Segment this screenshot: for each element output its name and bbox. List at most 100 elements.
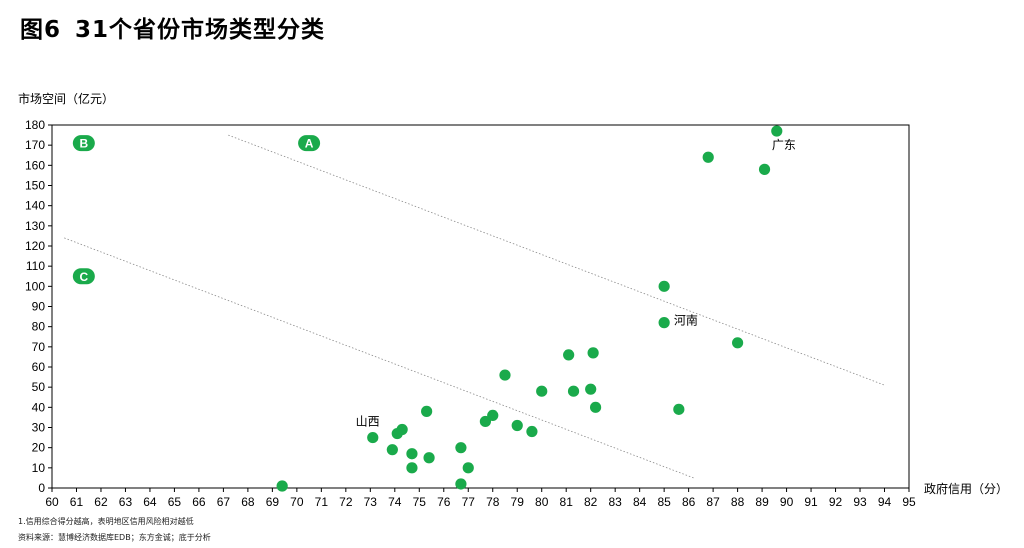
y-tick-label: 50 [32,380,46,394]
x-tick-label: 72 [339,495,353,509]
region-marker-label: B [79,137,88,151]
region-marker-b: B [72,135,95,152]
x-tick-label: 77 [462,495,476,509]
x-tick-label: 67 [217,495,231,509]
x-tick-label: 80 [535,495,549,509]
y-axis-title: 市场空间（亿元） [18,91,114,106]
data-point [462,462,474,474]
region-marker-label: C [79,270,88,284]
x-tick-label: 71 [315,495,329,509]
region-marker-c: C [72,268,95,285]
x-tick-label: 87 [706,495,720,509]
divider-line [64,237,694,479]
data-point [455,442,467,454]
divider-line [228,134,885,386]
data-point [526,425,538,438]
y-tick-label: 0 [38,481,45,495]
data-point [423,452,435,464]
data-point [771,125,783,137]
figure-title-text: 31个省份市场类型分类 [75,17,326,43]
data-point [367,431,379,444]
y-tick-label: 140 [25,199,45,213]
region-marker-a: A [298,135,321,152]
x-tick-label: 79 [511,495,525,509]
y-tick-label: 180 [25,118,45,132]
data-point [658,317,670,329]
y-tick-label: 70 [32,340,46,354]
data-point [421,405,433,417]
data-point [396,423,408,436]
x-tick-label: 82 [584,495,598,509]
y-tick-label: 170 [25,138,45,152]
data-point [673,403,685,415]
x-tick-label: 83 [608,495,622,509]
y-tick-label: 30 [32,421,46,435]
data-point [563,349,575,361]
x-tick-label: 90 [780,495,794,509]
y-tick-label: 150 [25,179,45,193]
region-markers: A B C [72,135,321,285]
data-point [585,383,597,395]
y-tick-label: 10 [32,461,46,475]
x-tick-label: 69 [266,495,280,509]
data-point [658,280,670,292]
y-tick-label: 20 [32,441,46,455]
x-tick-label: 74 [388,495,402,509]
data-point [587,347,599,359]
x-tick-label: 64 [143,495,157,509]
x-tick-label: 86 [682,495,696,509]
x-tick-label: 66 [192,495,206,509]
data-point [406,462,418,474]
point-annotation: 广东 [772,138,796,152]
x-tick-label: 84 [633,495,647,509]
x-tick-label: 63 [119,495,133,509]
x-tick-label: 61 [70,495,84,509]
data-point [536,385,548,397]
y-tick-label: 60 [32,360,46,374]
figure-title: 图6 31个省份市场类型分类 [20,10,325,44]
region-marker-badge [298,135,321,152]
data-point [567,385,580,397]
figure-number: 图6 [20,17,62,43]
data-points [276,125,783,492]
x-tick-label: 93 [853,495,867,509]
plot-frame [51,124,910,489]
x-tick-label: 94 [878,495,892,509]
axes: 0 10 20 30 40 50 60 70 80 90 100 110 120 130 140 150 160… [25,118,916,509]
data-point [499,369,511,381]
data-point [511,419,523,432]
x-tick-label: 76 [437,495,451,509]
data-point [702,151,714,163]
x-tick-label: 89 [755,495,769,509]
x-tick-label: 78 [486,495,500,509]
y-tick-label: 120 [25,239,45,253]
data-point [455,478,467,490]
x-tick-label: 62 [94,495,108,509]
x-tick-label: 91 [804,495,818,509]
x-tick-label: 68 [241,495,255,509]
footnote: 1.信用综合得分越高，表明地区信用风险相对越低 [18,517,194,526]
x-tick-label: 85 [657,495,671,509]
region-marker-label: A [305,137,314,151]
data-point [732,337,744,349]
x-tick-label: 70 [290,495,304,509]
y-tick-label: 80 [32,320,46,334]
data-point [758,163,771,175]
data-point [589,401,602,413]
point-annotation: 山西 [356,414,380,428]
y-tick-label: 90 [32,300,46,314]
x-axis-title: 政府信用（分） [924,481,1008,496]
region-marker-badge [72,135,95,152]
y-tick-label: 110 [26,259,45,273]
x-tick-label: 92 [829,495,843,509]
divider-lines [64,134,885,479]
x-tick-label: 88 [731,495,745,509]
x-tick-label: 73 [364,495,378,509]
x-tick-label: 65 [168,495,182,509]
x-tick-label: 60 [45,495,59,509]
x-tick-label: 75 [413,495,427,509]
data-point [386,444,398,456]
point-annotation: 河南 [674,313,698,328]
